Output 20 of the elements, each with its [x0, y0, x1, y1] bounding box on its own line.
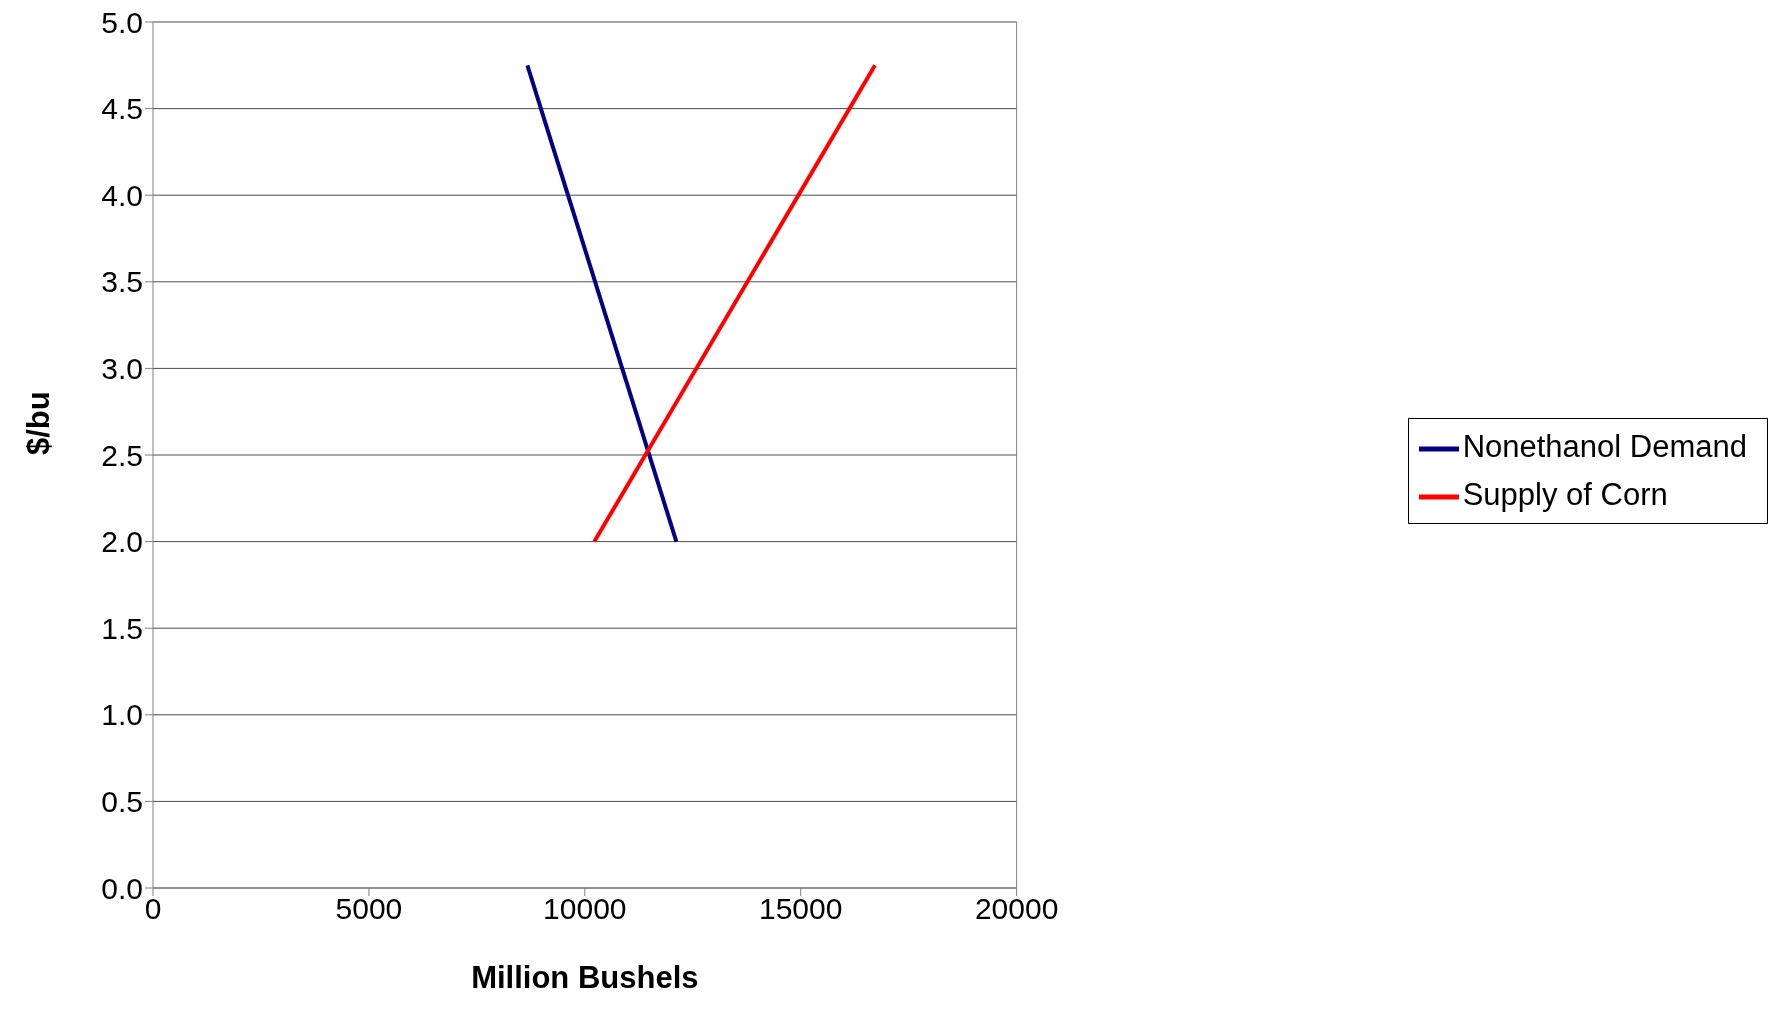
y-tick-label: 2.0: [101, 525, 143, 559]
legend-label: Nonethanol Demand: [1462, 429, 1747, 464]
y-tick-label: 3.0: [101, 352, 143, 386]
y-tick-label: 1.5: [101, 611, 143, 645]
y-tick-label: 4.5: [101, 92, 143, 126]
x-axis-title: Million Bushels: [471, 960, 699, 995]
y-tick-label: 0.5: [101, 785, 143, 819]
x-tick-label: 15000: [759, 892, 843, 926]
y-tick-label: 2.5: [101, 438, 143, 472]
y-tick-label: 3.5: [101, 265, 143, 299]
x-tick-label: 5000: [335, 892, 403, 926]
x-tick-label: 20000: [974, 892, 1059, 926]
legend-label: Supply of Corn: [1462, 477, 1668, 512]
x-tick-label: 0: [144, 892, 162, 926]
y-tick-label: 0.0: [101, 871, 143, 905]
y-tick-label: 4.0: [101, 178, 143, 212]
x-tick-label: 10000: [543, 892, 627, 926]
y-tick-label: 5.0: [101, 5, 143, 39]
y-tick-label: 1.0: [101, 698, 143, 732]
y-axis-title: $/bu: [21, 391, 57, 455]
